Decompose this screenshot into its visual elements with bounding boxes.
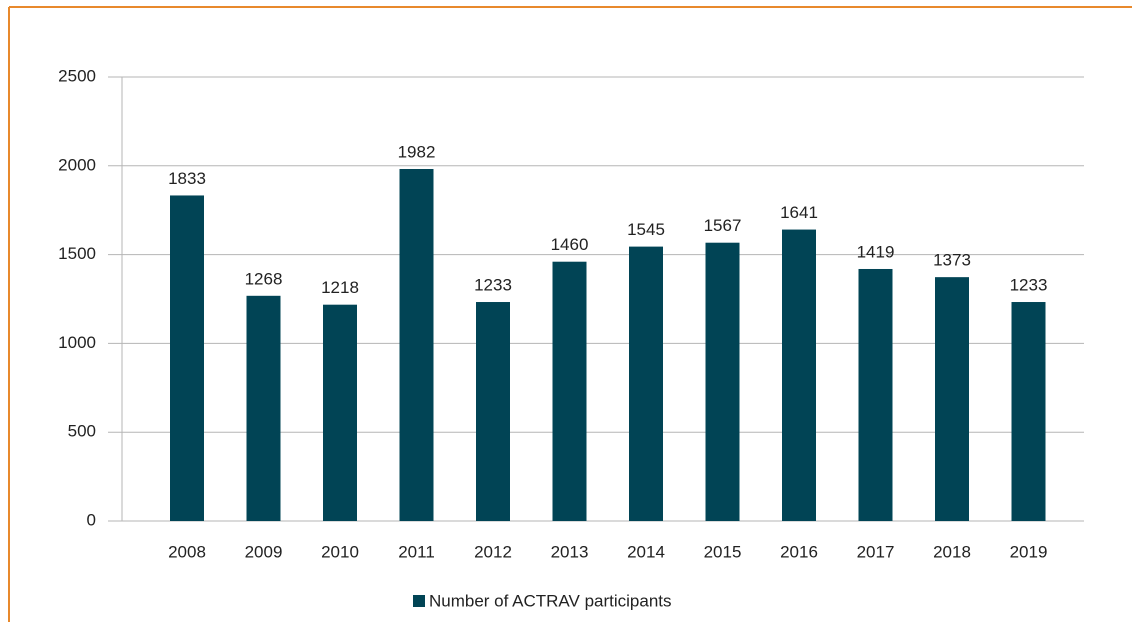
data-label: 1233	[474, 276, 512, 295]
x-tick-label: 2013	[551, 542, 589, 561]
data-label: 1641	[780, 203, 818, 222]
data-label: 1268	[245, 269, 283, 288]
legend-swatch	[413, 595, 425, 607]
data-label: 1982	[398, 142, 436, 161]
bar	[323, 304, 357, 521]
data-label: 1460	[551, 235, 589, 254]
bar	[858, 268, 893, 521]
bar	[705, 242, 740, 521]
bar	[552, 261, 587, 521]
x-tick-label: 2014	[627, 542, 665, 561]
x-tick-label: 2010	[321, 542, 359, 561]
x-tick-label: 2019	[1010, 542, 1048, 561]
data-label: 1419	[857, 242, 895, 261]
bar	[629, 246, 663, 521]
data-label: 1567	[704, 216, 742, 235]
bar	[935, 277, 969, 521]
y-tick-label: 2500	[58, 66, 96, 85]
bar	[782, 229, 816, 521]
y-tick-label: 2000	[58, 155, 96, 174]
bar	[170, 195, 204, 521]
data-label: 1373	[933, 251, 971, 270]
bar	[246, 295, 281, 521]
legend-label: Number of ACTRAV participants	[429, 591, 672, 610]
x-tick-label: 2017	[857, 542, 895, 561]
x-tick-label: 2018	[933, 542, 971, 561]
x-tick-label: 2011	[398, 542, 435, 561]
y-tick-label: 0	[87, 510, 96, 529]
x-tick-label: 2008	[168, 542, 206, 561]
x-tick-label: 2015	[704, 542, 742, 561]
x-tick-label: 2012	[474, 542, 512, 561]
y-tick-label: 1500	[58, 244, 96, 263]
y-tick-label: 1000	[58, 333, 96, 352]
data-label: 1545	[627, 220, 665, 239]
bar	[1011, 302, 1046, 521]
bar	[399, 168, 434, 521]
y-tick-label: 500	[68, 422, 96, 441]
x-tick-label: 2009	[245, 542, 283, 561]
bar	[476, 302, 510, 521]
x-tick-label: 2016	[780, 542, 818, 561]
data-label: 1833	[168, 169, 206, 188]
data-label: 1233	[1010, 276, 1048, 295]
data-label: 1218	[321, 278, 359, 297]
